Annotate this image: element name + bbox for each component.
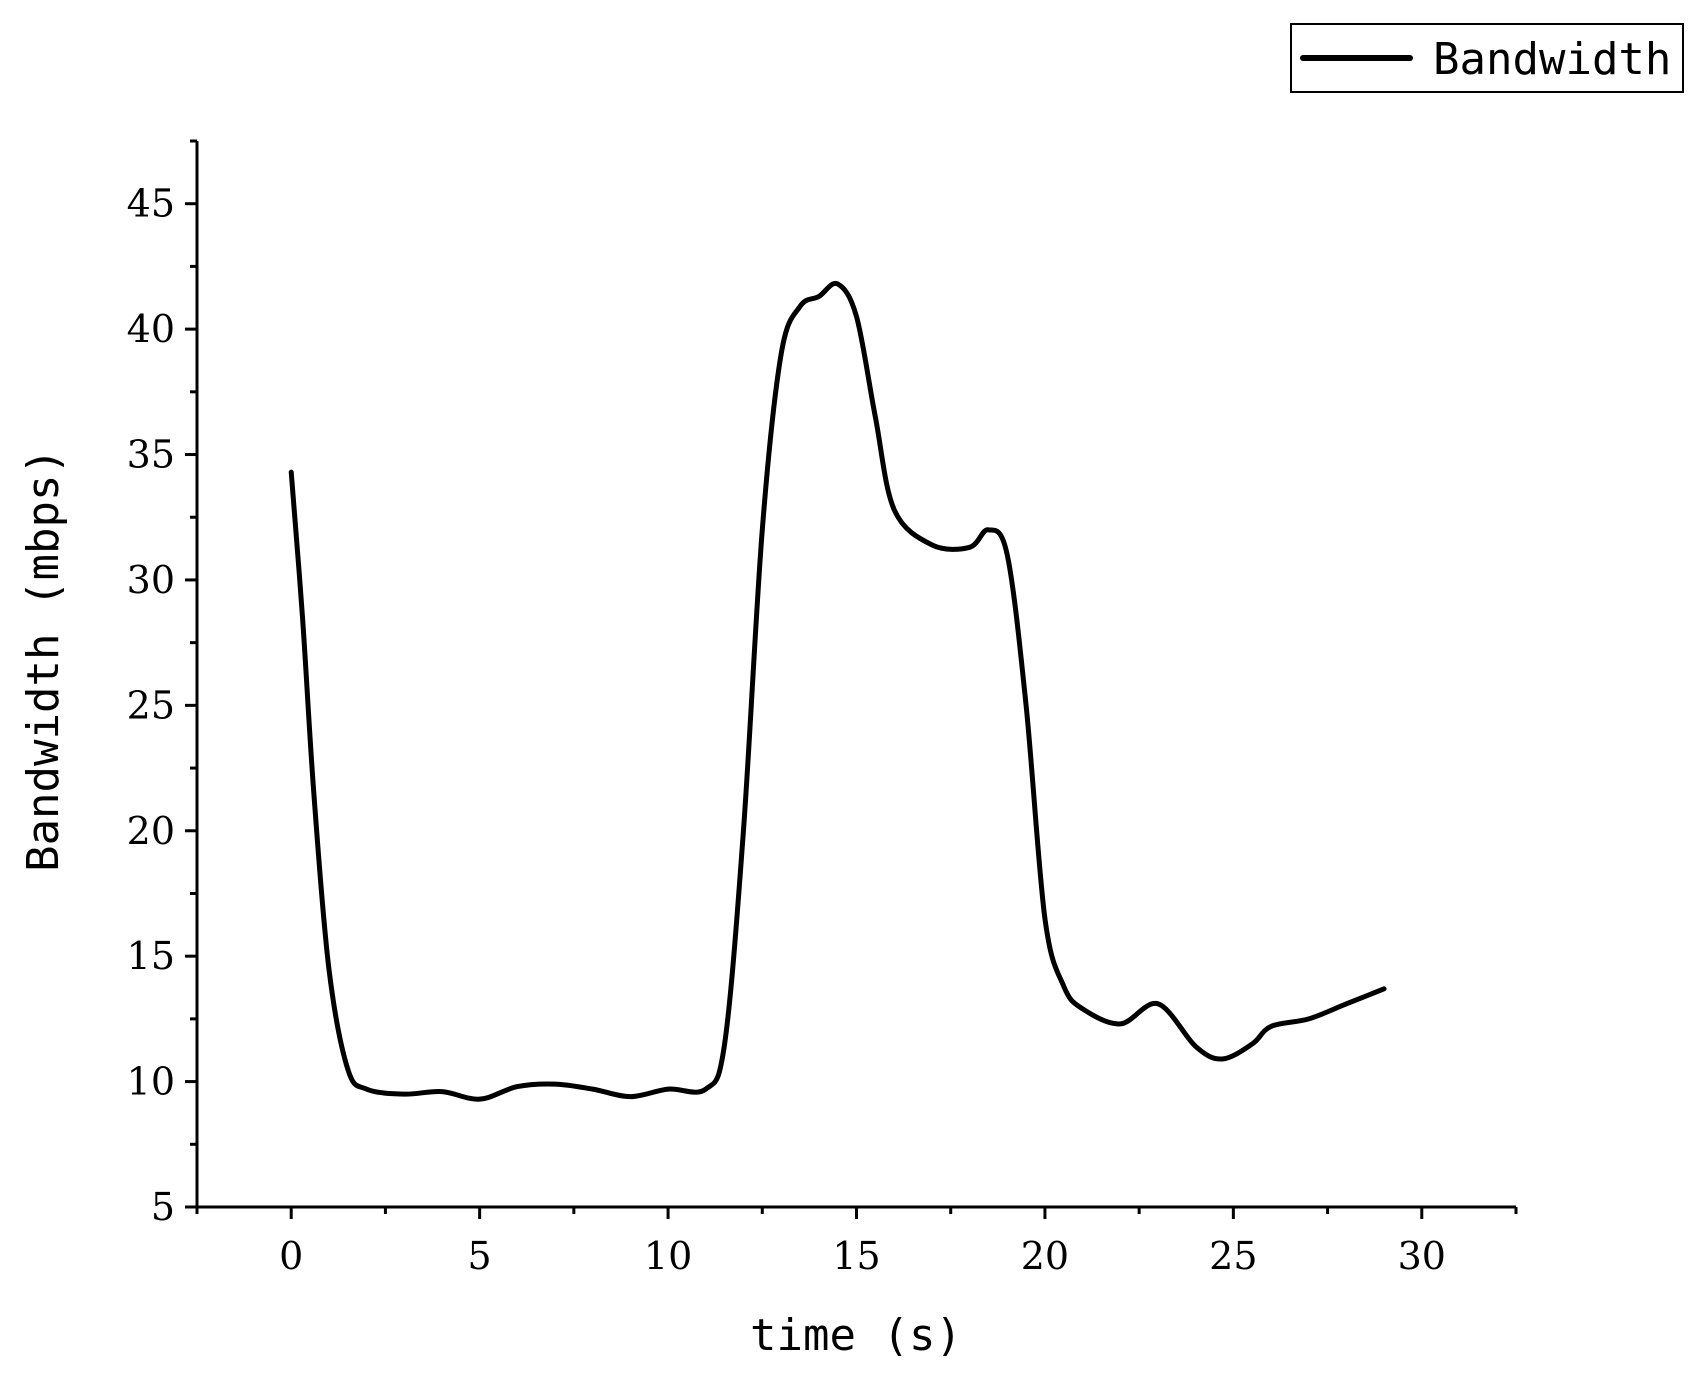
y-axis-title: Bandwidth (mbps) bbox=[18, 448, 69, 872]
axes bbox=[195, 141, 1516, 1209]
y-tick-label: 20 bbox=[127, 809, 175, 853]
y-tick-label: 5 bbox=[151, 1185, 175, 1229]
x-ticks: 0 5 10 15 20 25 30 bbox=[195, 1207, 1518, 1278]
legend: Bandwidth bbox=[1290, 23, 1684, 93]
x-tick-label: 0 bbox=[279, 1234, 303, 1278]
legend-label: Bandwidth bbox=[1433, 34, 1671, 85]
y-tick-label: 15 bbox=[127, 934, 175, 978]
series-line-0 bbox=[288, 280, 1387, 1102]
x-axis-title: time (s) bbox=[750, 1310, 962, 1361]
x-tick-label: 25 bbox=[1209, 1234, 1257, 1278]
x-tick-label: 5 bbox=[468, 1234, 492, 1278]
y-tick-label: 25 bbox=[127, 683, 175, 727]
y-tick-label: 10 bbox=[127, 1060, 175, 1104]
x-tick-label: 30 bbox=[1398, 1234, 1446, 1278]
x-tick-label: 15 bbox=[832, 1234, 880, 1278]
y-tick-label: 35 bbox=[127, 433, 175, 477]
y-tick-label: 45 bbox=[127, 182, 175, 226]
x-tick-label: 20 bbox=[1021, 1234, 1069, 1278]
y-ticks: 5 10 15 20 25 30 35 40 45 bbox=[127, 139, 197, 1229]
series-group bbox=[288, 280, 1387, 1102]
y-tick-label: 40 bbox=[127, 307, 175, 351]
x-tick-label: 10 bbox=[644, 1234, 692, 1278]
y-tick-label: 30 bbox=[127, 558, 175, 602]
